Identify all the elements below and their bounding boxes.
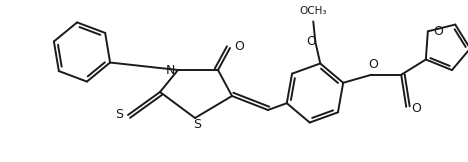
Text: O: O xyxy=(368,58,378,71)
Text: O: O xyxy=(411,102,421,115)
Text: S: S xyxy=(115,109,123,122)
Text: S: S xyxy=(193,117,201,131)
Text: N: N xyxy=(165,64,175,76)
Text: O: O xyxy=(234,40,244,52)
Text: O: O xyxy=(433,25,443,38)
Text: OCH₃: OCH₃ xyxy=(300,6,327,17)
Text: O: O xyxy=(307,35,316,48)
